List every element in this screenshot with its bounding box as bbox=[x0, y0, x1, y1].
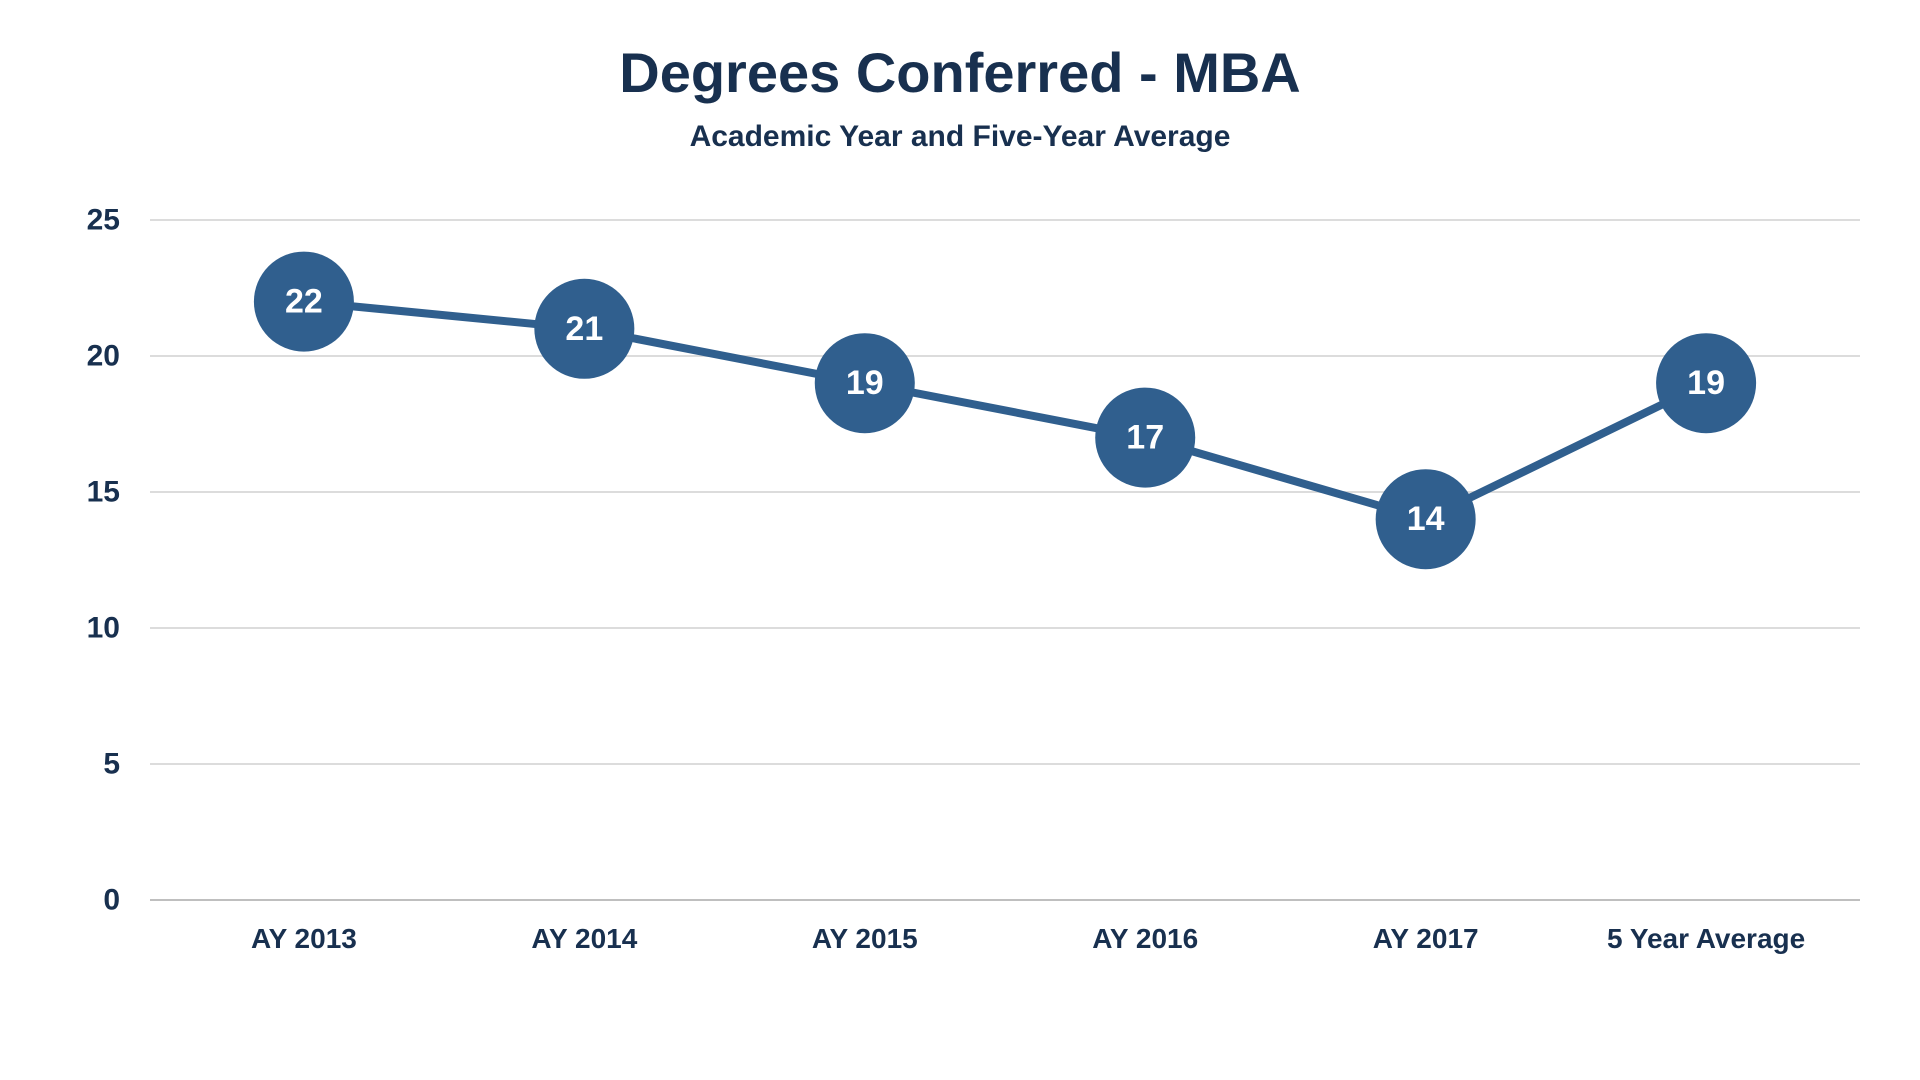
data-marker-label: 21 bbox=[565, 310, 603, 348]
y-tick-label: 10 bbox=[87, 612, 120, 645]
x-tick-label: AY 2014 bbox=[531, 923, 637, 954]
y-tick-label: 25 bbox=[87, 204, 120, 237]
y-tick-label: 5 bbox=[103, 748, 120, 781]
y-tick-label: 20 bbox=[87, 340, 120, 373]
data-marker-label: 14 bbox=[1407, 500, 1445, 538]
chart-title: Degrees Conferred - MBA bbox=[0, 40, 1920, 105]
line-chart: 0 5 10 15 20 25 22 21 19 17 14 19 AY 2013 AY 2014 AY 2… bbox=[0, 0, 1920, 1080]
chart-subtitle: Academic Year and Five-Year Average bbox=[0, 120, 1920, 154]
data-marker-label: 19 bbox=[1687, 364, 1725, 402]
data-marker-label: 17 bbox=[1126, 419, 1164, 457]
data-marker-label: 22 bbox=[285, 283, 323, 321]
data-line bbox=[304, 302, 1706, 520]
y-tick-label: 0 bbox=[103, 884, 120, 917]
y-tick-label: 15 bbox=[87, 476, 120, 509]
chart-container: Degrees Conferred - MBA Academic Year an… bbox=[0, 0, 1920, 1080]
x-tick-label: AY 2016 bbox=[1092, 923, 1198, 954]
data-marker-label: 19 bbox=[846, 364, 884, 402]
x-tick-label: 5 Year Average bbox=[1607, 923, 1805, 954]
x-tick-label: AY 2013 bbox=[251, 923, 357, 954]
x-tick-label: AY 2015 bbox=[812, 923, 918, 954]
x-tick-label: AY 2017 bbox=[1373, 923, 1479, 954]
